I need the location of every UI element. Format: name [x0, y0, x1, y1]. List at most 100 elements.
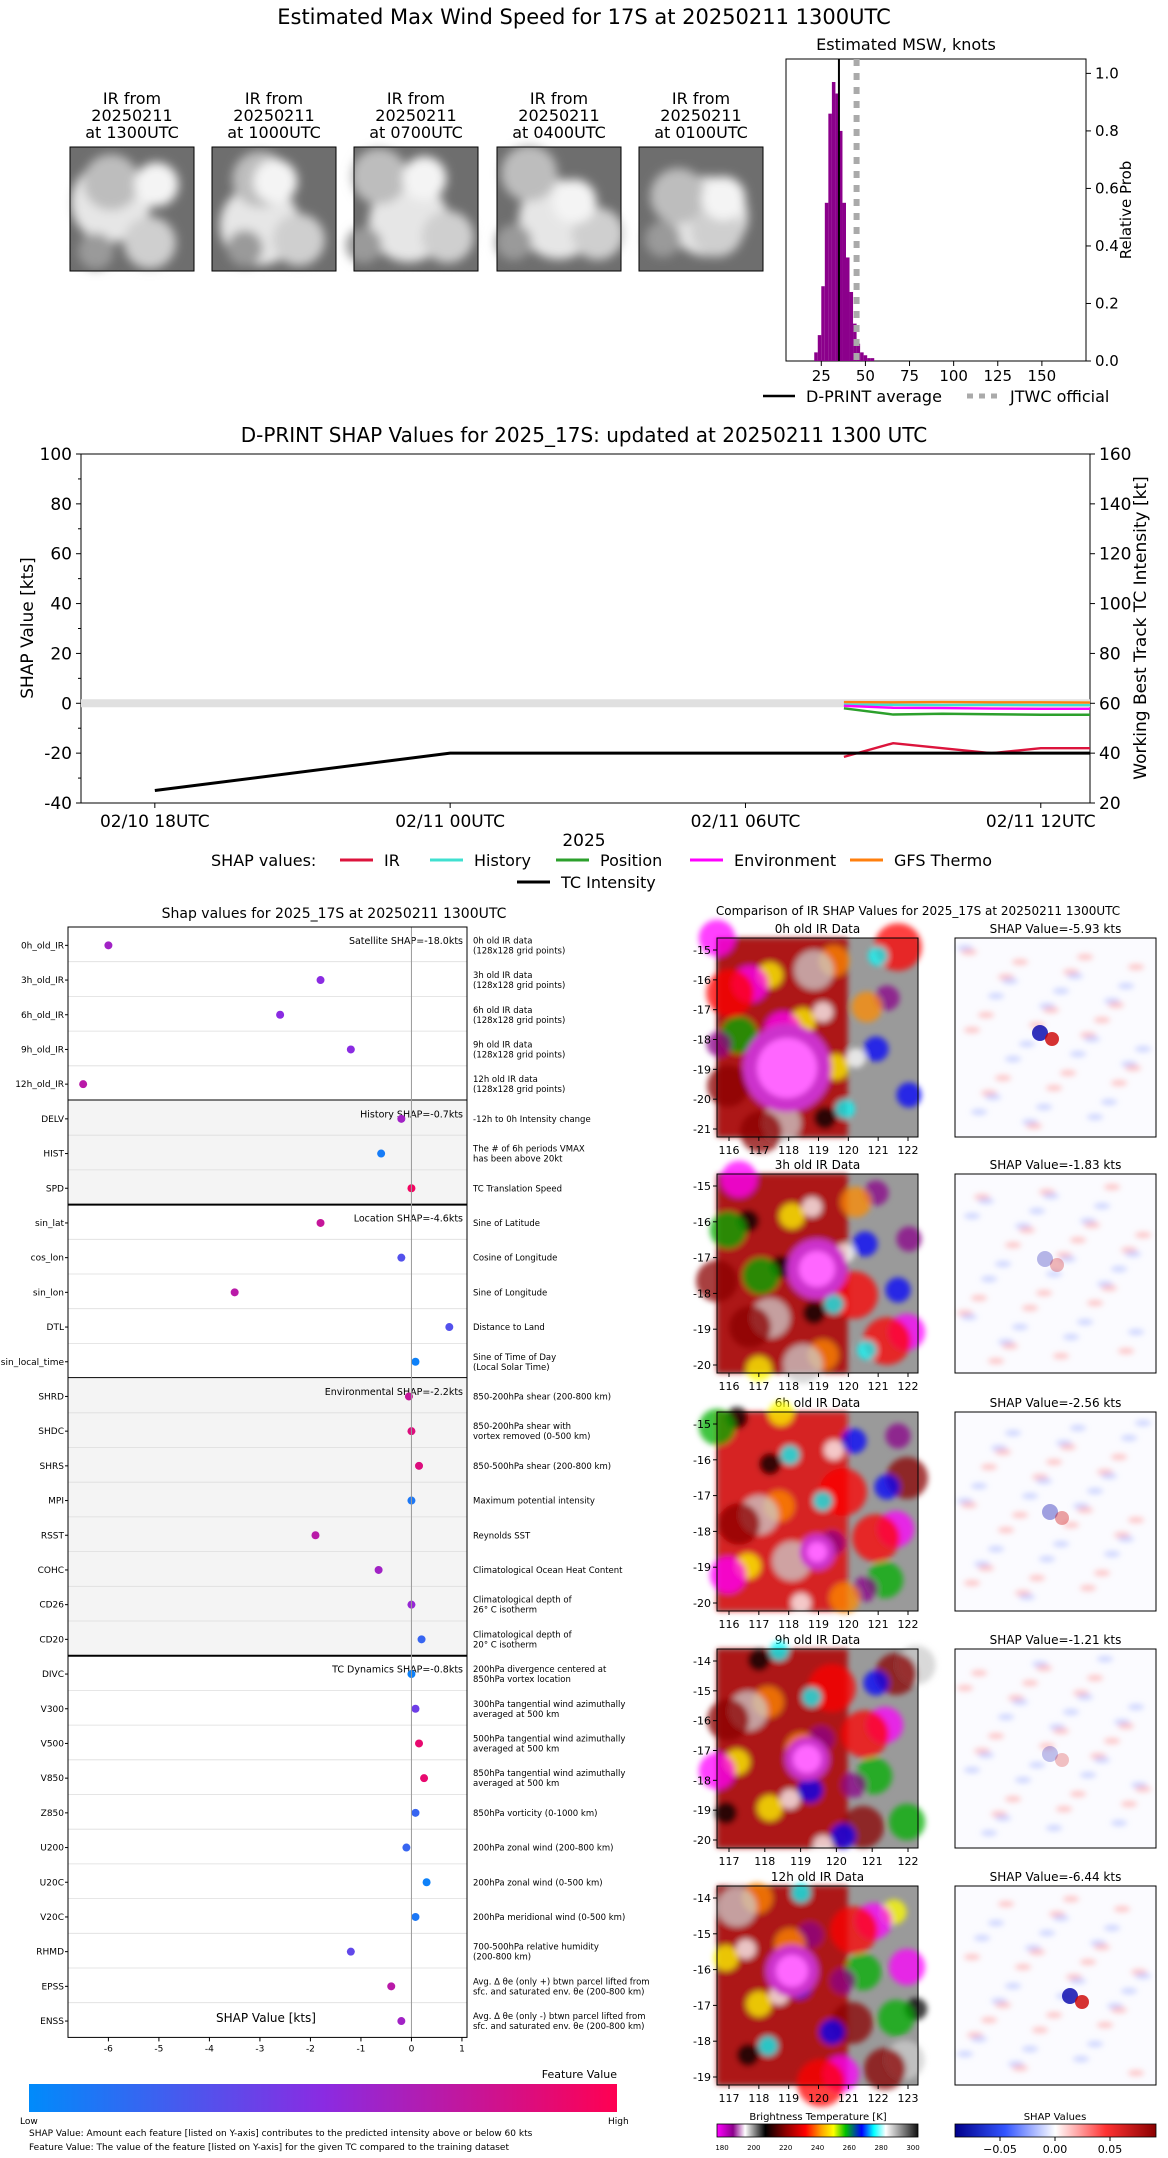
ir-cloud: [707, 1699, 749, 1741]
feature-description: 200hPa meridional wind (0-500 km): [473, 1913, 625, 1923]
shap-blob: [1114, 1906, 1130, 1912]
y2-tick-label: 40: [1099, 744, 1121, 764]
ir-cloud: [706, 1031, 732, 1057]
ir-x-tick-label: 119: [808, 1144, 829, 1157]
shap-blob: [1094, 1570, 1110, 1576]
timeline-title: D-PRINT SHAP Values for 2025_17S: update…: [241, 423, 928, 447]
shap-blob: [1067, 973, 1083, 979]
ir-cloud: [863, 1670, 889, 1696]
feature-description: 850-200hPa shear with: [473, 1422, 571, 1432]
shap-map: [954, 1648, 1157, 1849]
feature-xlabel: SHAP Value [kts]: [216, 2011, 316, 2025]
ir-x-tick-label: 117: [719, 1855, 740, 1868]
shap-blob: [1012, 1324, 1028, 1330]
shap-blob: [1128, 1704, 1144, 1710]
ir-cold-core-inner: [757, 1038, 817, 1098]
histogram-bar: [867, 358, 871, 361]
x-tick-label: 25: [812, 367, 831, 385]
thumb-label-line1: IR from: [530, 89, 588, 108]
ir-y-tick-label: -16: [693, 1216, 711, 1229]
ir-comparison: Comparison of IR SHAP Values for 2025_17…: [693, 904, 1157, 2156]
shap-blob: [988, 993, 1004, 999]
shap-blob: [971, 2036, 987, 2042]
feature-point: [411, 1357, 420, 1366]
ir-x-tick-label: 121: [868, 1380, 889, 1393]
shap-blob: [1022, 2046, 1038, 2052]
shap-blob: [1087, 1114, 1103, 1120]
legend-label: Position: [600, 851, 662, 870]
shap-blob: [1053, 1728, 1069, 1734]
shap-map: [954, 1173, 1157, 1374]
shap-blob: [998, 1714, 1014, 1720]
shap-blob: [1104, 1925, 1120, 1931]
feature-description: 0h old IR data: [473, 936, 532, 946]
shap-blob: [1070, 1425, 1086, 1431]
legend-dprint-average: D-PRINT average: [806, 387, 942, 406]
shap-blob: [1022, 1305, 1038, 1311]
shap-blob: [1036, 1478, 1052, 1484]
msw-histogram: Estimated MSW, knots 25 50 75 100 125 150 0.0 0…: [763, 35, 1135, 406]
shap-blob: [1029, 1949, 1045, 1955]
feature-description: Climatological depth of: [473, 1596, 573, 1606]
ir-cloud: [813, 1835, 833, 1855]
ir-thumbnail-image: [211, 146, 337, 272]
y2-tick-label: 80: [1099, 644, 1121, 664]
thumb-frame: [353, 146, 479, 272]
thumb-label-line1: IR from: [672, 89, 730, 108]
shap-blob: [1005, 1242, 1021, 1248]
ir-y-tick-label: -17: [693, 1999, 711, 2012]
shap-blob: [995, 1261, 1011, 1267]
feature-description: Maximum potential intensity: [473, 1497, 595, 1507]
ir-x-tick-label: 116: [719, 1144, 740, 1157]
y-tick-label: 0.6: [1095, 179, 1119, 197]
thumb-cloud: [495, 224, 532, 261]
ir-cloud: [780, 1789, 800, 1809]
feature-point: [402, 1843, 411, 1852]
shap-blob: [1087, 1675, 1103, 1681]
ir-cloud: [746, 1991, 772, 2017]
ir-y-tick-label: -20: [693, 1597, 711, 1610]
feature-point: [411, 1808, 420, 1817]
x-tick-label: 1: [459, 2044, 465, 2054]
ir-x-tick-label: 121: [862, 1855, 883, 1868]
histogram-bars: [814, 59, 875, 362]
bt-tick-label: 240: [811, 2144, 824, 2152]
shap-blob: [995, 2002, 1011, 2008]
histogram-ticks: 25 50 75 100 125 150 0.0 0.2 0.4 0.6 0.8 1.0: [812, 64, 1119, 385]
shap-negative-core: [1042, 1746, 1058, 1762]
ir-cloud: [758, 1452, 782, 1476]
shap-blob: [1005, 1056, 1021, 1062]
shap-blob: [995, 1815, 1011, 1821]
feature-description: Sine of Time of Day: [473, 1353, 556, 1363]
y-tick-label: 0.0: [1095, 352, 1119, 370]
shap-blob: [1135, 1973, 1151, 1979]
ir-panel-title: 6h old IR Data: [775, 1396, 861, 1410]
ir-cloud: [864, 2048, 906, 2090]
shap-negative-core: [1032, 1025, 1048, 1041]
ir-x-tick-label: 122: [898, 1618, 919, 1631]
shap-texture: [957, 1656, 1151, 1836]
ir-y-tick-label: -20: [693, 1093, 711, 1106]
ir-cloud: [779, 1203, 805, 1229]
feature-description: Climatological depth of: [473, 1630, 573, 1640]
feature-point: [316, 1218, 325, 1227]
ir-cloud: [714, 1801, 738, 1825]
shap-positive-core: [1050, 1258, 1064, 1272]
histogram-title: Estimated MSW, knots: [816, 35, 996, 54]
ir-x-tick-label: 119: [790, 1855, 811, 1868]
feature-rows: Satellite SHAP=-18.0kts 0h_old_IR 0h old I…: [1, 936, 650, 2032]
ir-y-tick-label: -16: [693, 974, 711, 987]
x-tick-label: -5: [154, 2044, 163, 2054]
shap-blob: [1012, 959, 1028, 965]
ir-x-tick-label: 122: [898, 1144, 919, 1157]
shap-blob: [1084, 1222, 1100, 1228]
x-tick-label: -4: [205, 2044, 214, 2054]
ir-image: [698, 1641, 936, 1855]
ir-image: [698, 1400, 928, 1614]
ir-x-tick-label: 121: [838, 2092, 859, 2105]
shap-colorbar-title: SHAP Values: [1024, 2112, 1087, 2123]
histogram-bar: [838, 130, 843, 361]
ir-y-tick-label: -15: [693, 1180, 711, 1193]
feature-name: HIST: [43, 1150, 64, 1160]
